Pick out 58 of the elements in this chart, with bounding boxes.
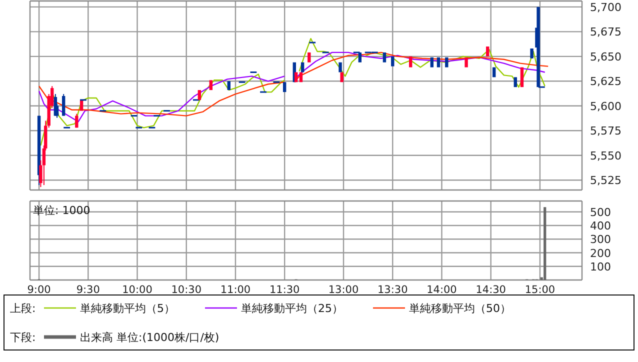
candlestick: [520, 67, 524, 88]
candlestick: [445, 57, 448, 68]
x-tick-label: 10:00: [122, 284, 152, 296]
y-tick-label: 5,550: [590, 149, 622, 162]
legend-label: 単純移動平均（25）: [241, 302, 343, 315]
candlestick: [227, 81, 230, 90]
x-tick-label: 14:00: [426, 284, 457, 296]
candlestick: [530, 48, 534, 58]
y-tick-label: 5,525: [590, 174, 622, 188]
candlestick: [340, 72, 344, 82]
x-tick-label: 11:00: [220, 284, 251, 296]
candlestick: [486, 46, 490, 56]
bar: [544, 207, 546, 280]
x-tick-label: 10:30: [171, 284, 202, 296]
x-tick-label: 11:30: [269, 284, 300, 296]
candlestick: [209, 80, 213, 90]
x-tick-label: 9:00: [27, 284, 51, 296]
candlestick: [62, 94, 66, 116]
y-tick-label: 500: [590, 206, 611, 219]
y-tick-label: 300: [590, 233, 611, 246]
candlestick: [282, 82, 286, 92]
candlestick: [75, 113, 78, 128]
candlestick: [294, 72, 298, 82]
candlestick: [464, 57, 468, 68]
legend-label: 単純移動平均（5）: [80, 302, 175, 315]
x-tick-label: 15:00: [524, 284, 556, 296]
y-tick-label: 5,675: [590, 26, 622, 39]
x-tick-label: 14:30: [476, 284, 506, 296]
candlestick: [300, 62, 304, 72]
legend-title: 上段:: [10, 302, 36, 315]
y-tick-label: 100: [590, 260, 611, 274]
candlestick: [338, 62, 342, 72]
legend-title: 下段:: [10, 331, 36, 344]
y-tick-label: 400: [590, 220, 611, 233]
x-tick-label: 13:00: [328, 284, 359, 296]
candlestick: [514, 77, 518, 88]
y-tick-label: 5,650: [590, 50, 622, 64]
candlestick: [198, 90, 202, 100]
x-tick-label: 13:30: [378, 284, 408, 296]
candlestick: [308, 52, 311, 62]
line-series: [298, 38, 546, 88]
candlestick: [436, 57, 440, 68]
candlestick: [409, 56, 412, 68]
legend-label: 出来高 単位:(1000株/口/枚): [80, 331, 220, 344]
y-tick-label: 5,700: [590, 0, 622, 14]
candlestick: [299, 72, 303, 82]
x-tick-label: 9:30: [76, 284, 100, 296]
candlestick: [382, 52, 386, 62]
y-tick-label: 5,625: [590, 75, 622, 88]
y-tick-label: 5,600: [590, 100, 622, 113]
candlestick: [492, 67, 496, 78]
candlestick: [80, 100, 84, 111]
y-tick-label: 200: [590, 246, 611, 260]
legend-label: 単純移動平均（50）: [409, 302, 511, 315]
y-tick-label: 5,575: [590, 124, 622, 138]
candlestick: [391, 56, 394, 66]
annotation: 単位: 1000: [33, 204, 90, 217]
candlestick: [430, 57, 434, 68]
